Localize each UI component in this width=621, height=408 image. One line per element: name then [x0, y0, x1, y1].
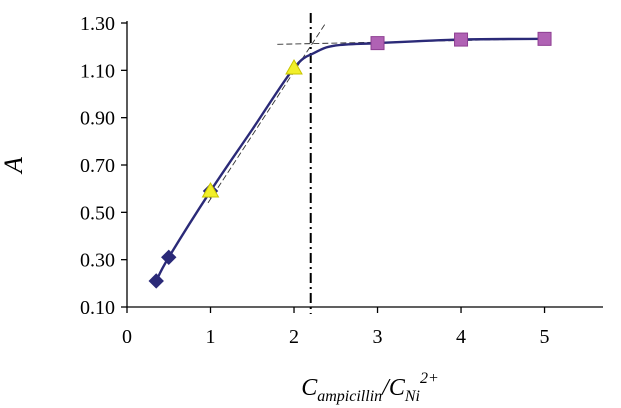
y-tick-label: 0.10: [80, 297, 115, 319]
y-axis-title: A: [0, 157, 28, 175]
fit-curve-group: [155, 37, 545, 282]
y-tick-label: 0.70: [80, 155, 115, 177]
data-point-square: [370, 36, 385, 51]
data-point-diamond: [161, 249, 177, 266]
x-tick-label: 2: [289, 326, 299, 348]
x-axis-title-sup2: 2+: [420, 370, 439, 387]
y-tick-label: 0.50: [80, 202, 115, 224]
x-axis-title-main2: C: [389, 375, 406, 401]
x-axis-title-slash: /: [380, 375, 391, 401]
y-tick-label: 0.30: [80, 250, 115, 272]
x-axis-title-sub2: Ni: [404, 388, 420, 405]
y-tick-label: 1.30: [80, 13, 115, 35]
y-tick-label: 0.90: [80, 108, 115, 130]
axis-titles: A Campicillin/CNi2+: [0, 157, 439, 405]
fit-curve: [155, 37, 545, 282]
data-point-square: [537, 31, 552, 46]
x-tick-label: 3: [373, 326, 383, 348]
x-tick-label: 4: [456, 326, 466, 348]
tick-labels: 0.10 0.30 0.50 0.70 0.90 1.10 1.30 0 1 2 3 4 5: [80, 13, 550, 348]
data-markers: [148, 31, 552, 289]
data-point-triangle: [201, 182, 220, 198]
data-point-square: [454, 32, 469, 47]
x-tick-label: 5: [540, 326, 550, 348]
x-tick-label: 1: [206, 326, 216, 348]
x-tick-label: 0: [122, 326, 132, 348]
axes: [121, 21, 603, 313]
data-point-triangle: [285, 58, 303, 75]
data-point-diamond: [148, 273, 164, 289]
tangent-line: [207, 22, 327, 204]
x-axis-title-sub1: ampicillin: [317, 388, 382, 405]
x-axis-title: Campicillin/CNi2+: [301, 370, 439, 405]
y-tick-label: 1.10: [80, 60, 115, 82]
guide-lines: [207, 13, 541, 314]
x-axis-title-main: C: [301, 375, 318, 401]
